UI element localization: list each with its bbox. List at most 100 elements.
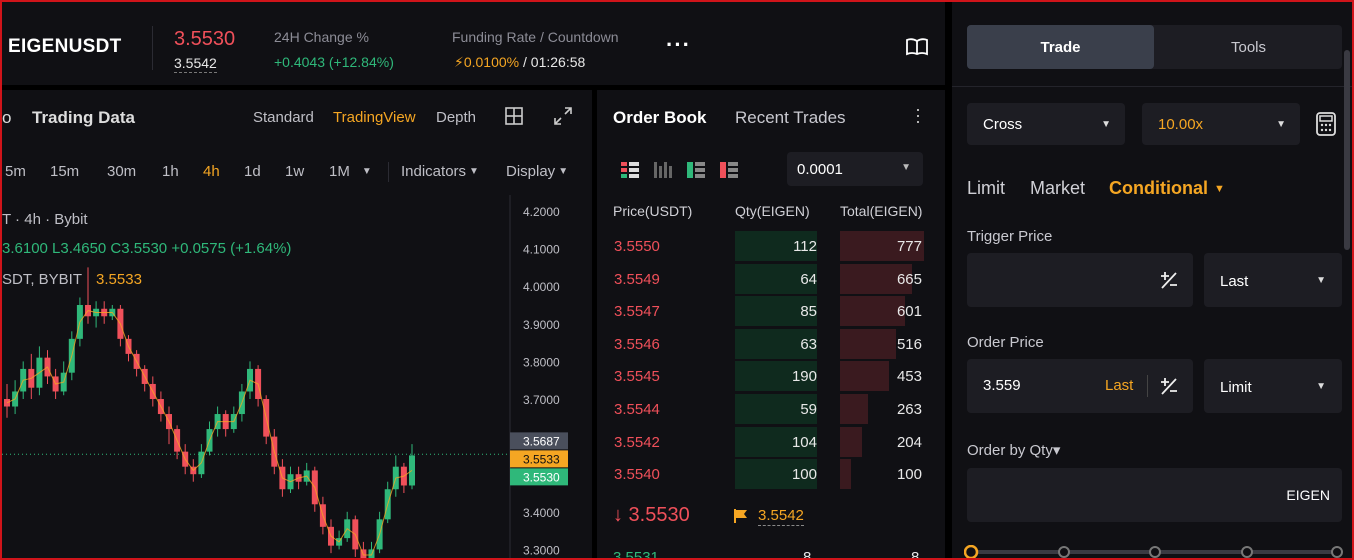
ask-row[interactable]: 3.5540 100 100: [597, 458, 945, 490]
ellipsis-icon[interactable]: ···: [666, 32, 691, 57]
layout-grid-icon[interactable]: [505, 107, 523, 130]
timeframe-1m-month[interactable]: 1M ▼: [329, 163, 372, 180]
price-axis-label: 3.8000: [523, 355, 560, 369]
price-badge: 3.5533: [510, 450, 568, 468]
funding-value: ⚡0.0100% / 01:26:58: [454, 54, 585, 71]
change-value: +0.4043 (+12.84%): [274, 54, 394, 70]
col-price: Price(USDT): [613, 203, 693, 219]
funding-rate: 0.0100%: [463, 54, 520, 70]
chevron-down-icon: ▼: [1316, 275, 1326, 286]
chevron-down-icon: ▼: [558, 166, 569, 177]
tab-chart-partial[interactable]: o: [2, 108, 12, 127]
timeframe-1h[interactable]: 1h: [162, 163, 179, 180]
order-type-select[interactable]: Limit ▼: [1204, 359, 1342, 413]
indicators-button[interactable]: Indicators ▼: [401, 163, 479, 180]
order-by-qty-toggle[interactable]: Order by Qty▾: [967, 442, 1061, 459]
ask-row[interactable]: 3.5546 63 516: [597, 328, 945, 360]
chevron-down-icon: ▼: [1316, 381, 1326, 392]
timeframe-4h[interactable]: 4h: [203, 163, 220, 180]
qty-bar: [735, 394, 817, 424]
display-button[interactable]: Display ▼: [506, 163, 568, 180]
chevron-down-icon: ▼: [901, 162, 911, 173]
timeframe-1d[interactable]: 1d: [244, 163, 261, 180]
calculator-icon[interactable]: [1316, 112, 1336, 141]
symbol-name[interactable]: EIGENUSDT: [8, 36, 122, 57]
tab-tools[interactable]: Tools: [1230, 39, 1267, 56]
header-divider: [152, 26, 153, 70]
total-bar: [840, 426, 862, 457]
order-type-value: Limit: [1220, 379, 1252, 396]
order-price-input[interactable]: 3.559 Last: [967, 359, 1193, 413]
timeframe-30m[interactable]: 30m: [107, 163, 137, 180]
plus-minus-icon[interactable]: [1159, 376, 1179, 401]
order-price-label: Order Price: [967, 334, 1044, 351]
candlestick-chart[interactable]: 4.20004.10004.00003.90003.80003.70003.60…: [2, 90, 592, 558]
order-tab-conditional[interactable]: Conditional ▼: [1109, 178, 1225, 199]
precision-select[interactable]: 0.0001 ▼: [787, 152, 923, 186]
ask-row[interactable]: 3.5545 190 453: [597, 360, 945, 392]
tab-trading-data[interactable]: Trading Data: [32, 108, 135, 127]
leverage-select[interactable]: 10.00x ▼: [1142, 103, 1300, 145]
ask-row[interactable]: 3.5550 112 777: [597, 230, 945, 262]
price-badge: 3.5530: [510, 468, 568, 486]
ask-row[interactable]: 3.5542 104 204: [597, 426, 945, 458]
qty-bar: [735, 361, 817, 392]
price-axis-label: 4.2000: [523, 205, 560, 219]
total-bar: [840, 328, 896, 359]
tab-order-book[interactable]: Order Book: [613, 108, 707, 127]
book-icon[interactable]: [906, 38, 928, 61]
ask-total: 453: [896, 368, 922, 386]
ob-mark-price: 3.5542: [758, 507, 804, 526]
view-depth[interactable]: Depth: [436, 109, 477, 126]
vertical-ellipsis-icon[interactable]: · · ·: [915, 99, 921, 131]
order-tab-limit[interactable]: Limit: [967, 178, 1006, 198]
ask-qty: 100: [791, 466, 817, 484]
quantity-slider[interactable]: [964, 545, 1344, 558]
tab-recent-trades[interactable]: Recent Trades: [735, 108, 846, 127]
qty-bar: [735, 263, 817, 294]
ask-total: 516: [896, 335, 922, 353]
trigger-price-input[interactable]: [967, 253, 1193, 307]
chart-panel: o Trading Data Standard TradingView Dept…: [2, 90, 592, 558]
plus-minus-icon[interactable]: [1159, 270, 1179, 295]
ask-price: 3.5550: [614, 238, 660, 255]
chevron-down-icon: ▼: [1276, 119, 1286, 130]
tab-trade[interactable]: Trade: [967, 25, 1154, 69]
chart-legend-ohlc: 3.6100 L3.4650 C3.5530 +0.0575 (+1.64%): [2, 240, 292, 257]
chart-legend-exchange: SDT, BYBIT: [2, 271, 83, 288]
scrollbar[interactable]: [1344, 50, 1350, 250]
order-price-last-button[interactable]: Last: [1105, 377, 1134, 394]
margin-mode-select[interactable]: Cross ▼: [967, 103, 1125, 145]
qty-bar: [735, 296, 817, 327]
total-bar: [840, 361, 889, 392]
ticker-header: EIGENUSDT 3.5530 3.5542 24H Change % +0.…: [2, 2, 945, 85]
lightning-icon: ⚡: [454, 54, 464, 70]
flag-icon: [733, 508, 749, 529]
timeframe-5m[interactable]: 5m: [5, 163, 26, 180]
input-divider: [1147, 375, 1148, 397]
order-book-panel: Order Book Recent Trades · · · 0.0001 ▼ Pri…: [597, 90, 945, 558]
view-standard[interactable]: Standard: [253, 109, 314, 126]
total-bar: [840, 459, 851, 490]
quantity-unit: EIGEN: [1286, 487, 1330, 503]
timeframe-1w[interactable]: 1w: [285, 163, 305, 180]
moving-average-line: [6, 310, 413, 556]
price-badge: 3.5687: [510, 432, 568, 450]
view-tradingview[interactable]: TradingView: [333, 109, 416, 126]
expand-icon[interactable]: [554, 107, 572, 130]
trigger-type-select[interactable]: Last ▼: [1204, 253, 1342, 307]
price-axis-label: 3.4000: [523, 506, 560, 520]
trade-panel: Trade Tools Cross ▼ 10.00x ▼ Limit Market …: [952, 2, 1352, 558]
ask-row[interactable]: 3.5549 64 665: [597, 263, 945, 295]
ask-price: 3.5542: [614, 433, 660, 451]
ask-qty: 85: [800, 303, 817, 321]
display-label: Display: [506, 163, 556, 180]
bid-price-partial: 3.5531: [613, 549, 659, 558]
ask-price: 3.5544: [614, 401, 660, 418]
ask-row[interactable]: 3.5544 59 263: [597, 393, 945, 425]
total-bar: [840, 296, 905, 327]
quantity-input[interactable]: EIGEN: [967, 468, 1342, 522]
ask-row[interactable]: 3.5547 85 601: [597, 295, 945, 327]
timeframe-15m[interactable]: 15m: [50, 163, 80, 180]
order-tab-market[interactable]: Market: [1030, 178, 1086, 198]
